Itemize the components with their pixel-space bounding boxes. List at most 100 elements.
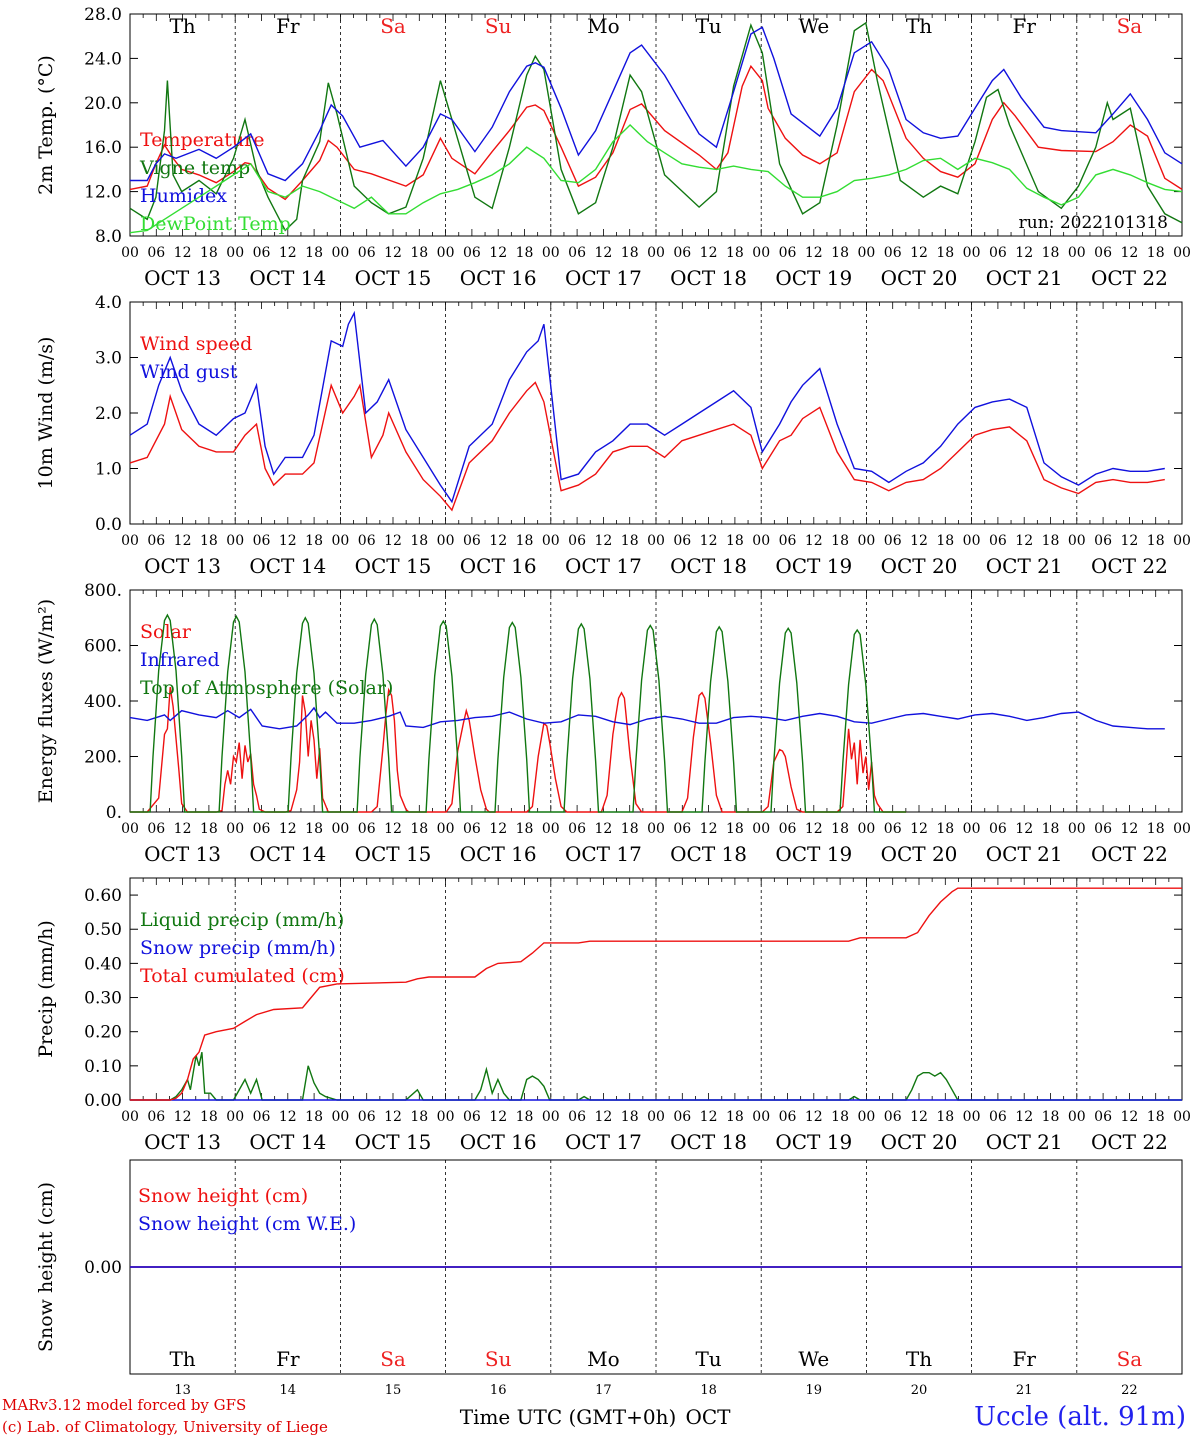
hour-label: 12	[700, 533, 718, 549]
hour-label: 12	[1015, 245, 1033, 261]
hour-label: 06	[463, 245, 481, 261]
hour-label: 00	[857, 245, 875, 261]
hour-label: 12	[384, 821, 402, 837]
y-tick-label: 24.0	[84, 49, 122, 69]
day-number: 20	[911, 1383, 928, 1398]
hour-label: 06	[253, 533, 271, 549]
hour-label: 06	[989, 533, 1007, 549]
y-tick-label: 3.0	[95, 349, 122, 369]
legend-entry: Total cumulated (cm)	[140, 965, 345, 987]
date-label: OCT 19	[775, 266, 852, 290]
hour-label: 00	[963, 821, 981, 837]
weekday-label: Sa	[1117, 14, 1143, 38]
hour-label: 06	[884, 533, 902, 549]
date-label: OCT 17	[565, 842, 642, 866]
hour-label: 00	[1068, 533, 1086, 549]
run-label: run: 2022101318	[1019, 213, 1168, 233]
hour-label: 00	[331, 821, 349, 837]
hour-label: 18	[1042, 533, 1060, 549]
date-label: OCT 22	[1091, 266, 1168, 290]
y-tick-label: 800.	[84, 581, 122, 601]
hour-label: 06	[884, 821, 902, 837]
station-name: Uccle (alt. 91m)	[974, 1402, 1186, 1432]
hour-label: 06	[989, 821, 1007, 837]
hour-label: 00	[647, 821, 665, 837]
series-line-humidex	[130, 26, 1183, 182]
hour-label: 06	[989, 245, 1007, 261]
hour-label: 12	[1015, 821, 1033, 837]
hour-label: 00	[437, 821, 455, 837]
date-label: OCT 18	[670, 1130, 747, 1154]
legend-entry: Snow precip (mm/h)	[140, 937, 336, 959]
hour-label: 06	[253, 245, 271, 261]
date-label: OCT 18	[670, 842, 747, 866]
date-label: OCT 17	[565, 554, 642, 578]
y-tick-label: 0.40	[84, 954, 122, 974]
weekday-label: Sa	[380, 14, 406, 38]
y-tick-label: 8.0	[95, 227, 122, 247]
hour-label: 00	[121, 821, 139, 837]
hour-label: 06	[1094, 1109, 1112, 1125]
y-tick-label: 2.0	[95, 404, 122, 424]
weekday-label: Tu	[695, 1347, 721, 1371]
legend-entry: Liquid precip (mm/h)	[140, 909, 344, 931]
hour-label: 00	[437, 533, 455, 549]
hour-label: 06	[884, 1109, 902, 1125]
hour-label: 18	[516, 533, 534, 549]
hour-label: 06	[568, 533, 586, 549]
weekday-label: We	[798, 1347, 829, 1371]
y-tick-label: 0.0	[95, 515, 122, 535]
hour-label: 00	[1068, 821, 1086, 837]
hour-label: 12	[700, 245, 718, 261]
series-line-wind-speed	[129, 381, 1165, 512]
date-label: OCT 20	[881, 842, 958, 866]
y-axis-label: Energy fluxes (W/m²)	[35, 599, 57, 803]
hour-label: 18	[936, 1109, 954, 1125]
hour-label: 06	[253, 1109, 271, 1125]
hour-label: 00	[647, 245, 665, 261]
hour-label: 18	[1147, 1109, 1165, 1125]
y-axis-label: Snow height (cm)	[35, 1182, 57, 1352]
hour-label: 18	[305, 533, 323, 549]
hour-label: 18	[410, 245, 428, 261]
y-tick-label: 28.0	[84, 5, 122, 25]
hour-label: 18	[410, 533, 428, 549]
legend-entry: Solar	[140, 621, 192, 643]
hour-label: 00	[1068, 245, 1086, 261]
date-label: OCT 15	[355, 266, 432, 290]
date-label: OCT 15	[355, 554, 432, 578]
hour-label: 06	[568, 245, 586, 261]
day-number: 17	[595, 1383, 612, 1398]
hour-label: 00	[437, 1109, 455, 1125]
series-line-infrared	[129, 706, 1165, 730]
day-number: 21	[1016, 1383, 1033, 1398]
day-number: 16	[490, 1383, 507, 1398]
date-label: OCT 21	[986, 266, 1063, 290]
date-label: OCT 16	[460, 266, 537, 290]
hour-label: 00	[542, 821, 560, 837]
y-tick-label: 600.	[84, 637, 122, 657]
date-label: OCT 19	[775, 554, 852, 578]
hour-label: 00	[1173, 1109, 1191, 1125]
hour-label: 18	[305, 1109, 323, 1125]
hour-label: 12	[910, 533, 928, 549]
hour-label: 06	[673, 821, 691, 837]
hour-label: 06	[358, 821, 376, 837]
hour-label: 12	[910, 1109, 928, 1125]
y-tick-label: 0.00	[84, 1091, 122, 1111]
legend-entry: Infrared	[140, 649, 220, 671]
hour-label: 00	[963, 533, 981, 549]
date-label: OCT 14	[249, 842, 326, 866]
hour-label: 06	[568, 1109, 586, 1125]
hour-label: 06	[779, 245, 797, 261]
hour-label: 18	[305, 245, 323, 261]
hour-label: 12	[1120, 533, 1138, 549]
series-line-total-cumulated-cm-	[130, 887, 1182, 1101]
hour-label: 18	[1147, 533, 1165, 549]
weekday-label: Fr	[1012, 14, 1036, 38]
hour-label: 00	[647, 1109, 665, 1125]
weekday-label: Th	[906, 1347, 932, 1371]
date-label: OCT 22	[1091, 554, 1168, 578]
hour-label: 18	[621, 533, 639, 549]
hour-label: 18	[1147, 821, 1165, 837]
